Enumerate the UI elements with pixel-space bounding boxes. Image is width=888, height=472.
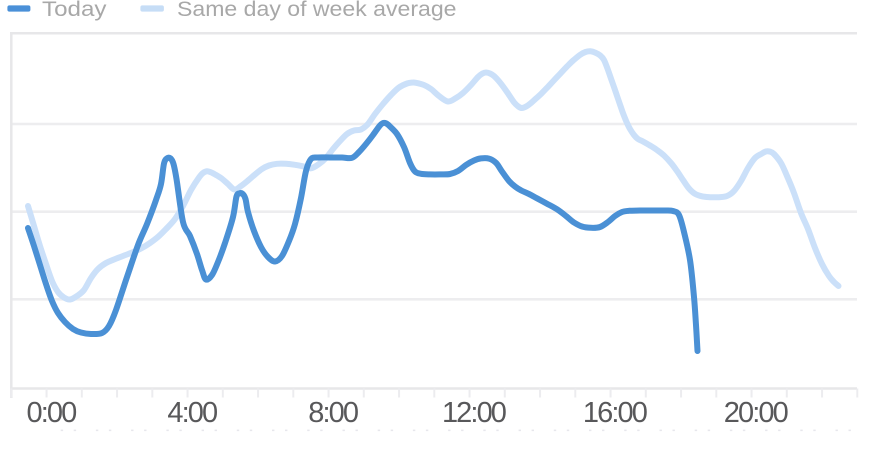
svg-text:4:00: 4:00 [167, 397, 217, 429]
svg-text:8:00: 8:00 [308, 397, 358, 429]
svg-text:16:00: 16:00 [583, 397, 647, 429]
svg-text:Today: Today [42, 0, 107, 21]
svg-text:12:00: 12:00 [442, 397, 506, 429]
svg-text:Same day of week average: Same day of week average [177, 0, 457, 21]
svg-text:20:00: 20:00 [724, 397, 788, 429]
svg-text:0:00: 0:00 [26, 397, 76, 429]
